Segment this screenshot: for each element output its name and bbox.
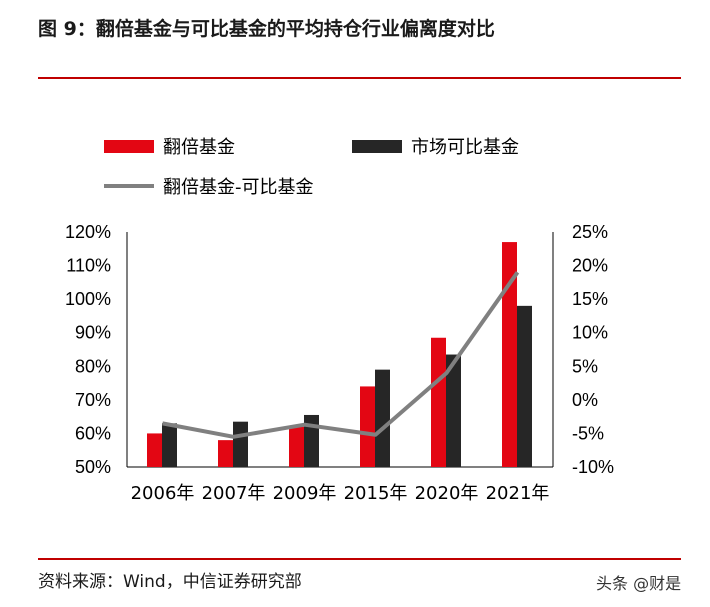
left-tick-label: 90%: [75, 323, 111, 343]
right-tick-label: 15%: [572, 289, 608, 309]
right-tick-label: -10%: [572, 457, 614, 477]
bar-doubling-fund-2: [289, 426, 304, 467]
right-tick-label: 5%: [572, 356, 598, 376]
left-tick-label: 80%: [75, 356, 111, 376]
category-label: 2015年: [344, 483, 408, 504]
bar-market-fund-5: [517, 305, 532, 467]
legend-swatch-1: [352, 140, 402, 153]
bar-doubling-fund-3: [360, 386, 375, 467]
category-label: 2021年: [486, 483, 550, 504]
watermark: 头条 @财是: [596, 574, 682, 593]
right-tick-label: 20%: [572, 256, 608, 276]
right-tick-label: -5%: [572, 423, 604, 443]
left-tick-label: 100%: [65, 289, 111, 309]
legend-label-2: 翻倍基金-可比基金: [163, 177, 314, 198]
bar-market-fund-4: [446, 354, 461, 467]
chart-title: 图 9：翻倍基金与可比基金的平均持仓行业偏离度对比: [38, 18, 495, 40]
line-difference: [162, 271, 520, 439]
bar-doubling-fund-1: [218, 440, 233, 467]
left-tick-label: 120%: [65, 222, 111, 242]
bar-doubling-fund-4: [431, 337, 446, 467]
top-divider: [38, 77, 681, 79]
right-tick-label: 25%: [572, 222, 608, 242]
legend-swatch-0: [104, 140, 154, 153]
bar-market-fund-2: [304, 414, 319, 467]
right-tick-label: 0%: [572, 390, 598, 410]
category-label: 2006年: [131, 483, 195, 504]
left-tick-label: 110%: [66, 256, 111, 276]
bar-market-fund-1: [233, 421, 248, 467]
left-tick-label: 60%: [75, 423, 111, 443]
legend-label-0: 翻倍基金: [163, 137, 235, 158]
bottom-divider: [38, 558, 681, 560]
bar-market-fund-0: [162, 423, 177, 467]
bar-market-fund-3: [375, 369, 390, 467]
legend-label-1: 市场可比基金: [411, 137, 519, 158]
left-tick-label: 70%: [75, 390, 111, 410]
plot-area: 50% 60% 70% 80% 90% 100% 110% 120% -10% -5% 0% 5% 10…: [65, 222, 614, 504]
bar-doubling-fund-5: [502, 242, 517, 467]
source-note: 资料来源：Wind，中信证券研究部: [38, 572, 302, 592]
category-label: 2007年: [202, 483, 266, 504]
category-label: 2009年: [273, 483, 337, 504]
category-label: 2020年: [415, 483, 479, 504]
left-tick-label: 50%: [75, 457, 111, 477]
bar-doubling-fund-0: [147, 433, 162, 467]
right-tick-label: 10%: [572, 323, 608, 343]
